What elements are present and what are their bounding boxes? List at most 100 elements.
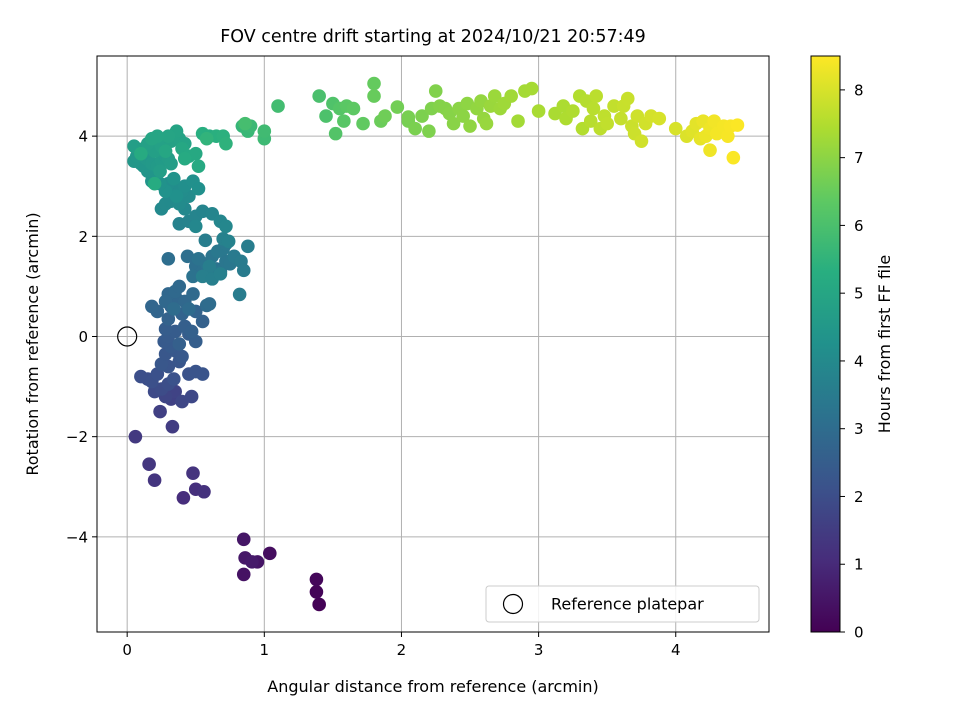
data-point — [153, 404, 167, 419]
data-point — [128, 429, 143, 444]
data-point — [446, 116, 461, 131]
data-point — [188, 146, 203, 161]
data-point — [367, 76, 381, 91]
data-point — [167, 302, 181, 316]
data-point — [176, 490, 191, 505]
colorbar-tick-label: 7 — [854, 149, 864, 167]
y-tick-label: −4 — [66, 528, 88, 546]
data-point — [161, 129, 176, 143]
data-point — [238, 116, 252, 131]
data-point — [356, 116, 370, 131]
data-point — [271, 99, 285, 113]
data-point — [312, 597, 326, 612]
colorbar-label: Hours from first FF file — [875, 255, 894, 434]
data-point — [401, 110, 416, 124]
data-point — [195, 314, 210, 329]
data-point — [172, 337, 187, 351]
data-point — [337, 114, 351, 128]
data-point — [309, 572, 324, 587]
data-point — [175, 349, 189, 364]
data-point — [328, 126, 343, 141]
data-point — [390, 100, 405, 114]
x-tick-label: 0 — [122, 641, 132, 659]
colorbar-tick-label: 1 — [854, 556, 864, 574]
data-point — [197, 484, 211, 499]
data-point — [177, 151, 192, 166]
data-point — [145, 131, 159, 146]
data-points — [127, 76, 745, 612]
data-point — [703, 143, 717, 157]
y-tick-label: −2 — [66, 428, 88, 446]
x-tick-label: 1 — [260, 641, 270, 659]
data-point — [199, 131, 214, 146]
legend: Reference platepar — [485, 585, 760, 623]
data-point — [236, 567, 251, 582]
colorbar-tick-label: 3 — [854, 420, 864, 438]
data-point — [589, 89, 603, 103]
data-point — [184, 324, 199, 339]
data-point — [147, 176, 162, 191]
data-point — [620, 91, 635, 106]
data-point — [415, 109, 429, 123]
x-tick-label: 3 — [534, 641, 544, 659]
data-point — [134, 369, 148, 384]
data-point — [511, 114, 525, 128]
data-point — [487, 89, 502, 103]
colorbar-tick-label: 6 — [854, 217, 864, 235]
data-point — [153, 164, 167, 178]
data-point — [346, 101, 361, 116]
data-point — [191, 181, 206, 196]
data-point — [600, 116, 614, 131]
x-axis-ticks: 0 1 2 3 4 — [122, 632, 681, 659]
data-point — [531, 104, 546, 118]
colorbar-tick-label: 8 — [854, 81, 864, 99]
data-point — [161, 252, 176, 266]
data-point — [726, 150, 741, 165]
data-point — [180, 249, 195, 264]
x-tick-label: 4 — [671, 641, 681, 659]
data-point — [428, 84, 443, 98]
data-point — [213, 267, 228, 281]
data-point — [184, 389, 199, 404]
data-point — [378, 109, 392, 123]
data-point — [202, 297, 217, 311]
colorbar-tick-label: 5 — [854, 285, 864, 303]
data-point — [191, 159, 206, 173]
colorbar — [810, 55, 841, 633]
data-point — [586, 101, 601, 116]
data-point — [730, 118, 745, 132]
data-point — [182, 302, 196, 316]
data-point — [186, 269, 200, 284]
data-point — [167, 372, 181, 386]
data-point — [479, 116, 494, 131]
data-point — [367, 89, 381, 103]
data-point — [456, 109, 470, 123]
data-point — [668, 121, 683, 136]
data-point — [219, 219, 233, 234]
data-point — [172, 279, 187, 294]
data-point — [186, 466, 200, 481]
data-point — [161, 312, 176, 326]
data-point — [463, 119, 477, 133]
data-point — [566, 104, 580, 118]
data-point — [236, 532, 251, 547]
data-point — [195, 367, 210, 381]
data-point — [186, 287, 200, 301]
data-point — [134, 146, 148, 161]
reference-marker — [117, 326, 138, 347]
data-point — [241, 239, 255, 254]
colorbar-ticks: 0 1 2 3 4 5 6 7 8 — [840, 81, 864, 642]
data-point — [504, 89, 518, 103]
data-point — [165, 419, 180, 434]
grid-lines — [97, 56, 769, 632]
legend-box — [485, 585, 760, 623]
colorbar-tick-label: 4 — [854, 352, 864, 370]
data-point — [219, 136, 233, 151]
data-point — [142, 457, 156, 472]
data-point — [422, 124, 436, 138]
data-point — [408, 121, 422, 136]
data-point — [164, 156, 178, 171]
data-point — [257, 124, 272, 138]
data-point — [309, 585, 324, 599]
